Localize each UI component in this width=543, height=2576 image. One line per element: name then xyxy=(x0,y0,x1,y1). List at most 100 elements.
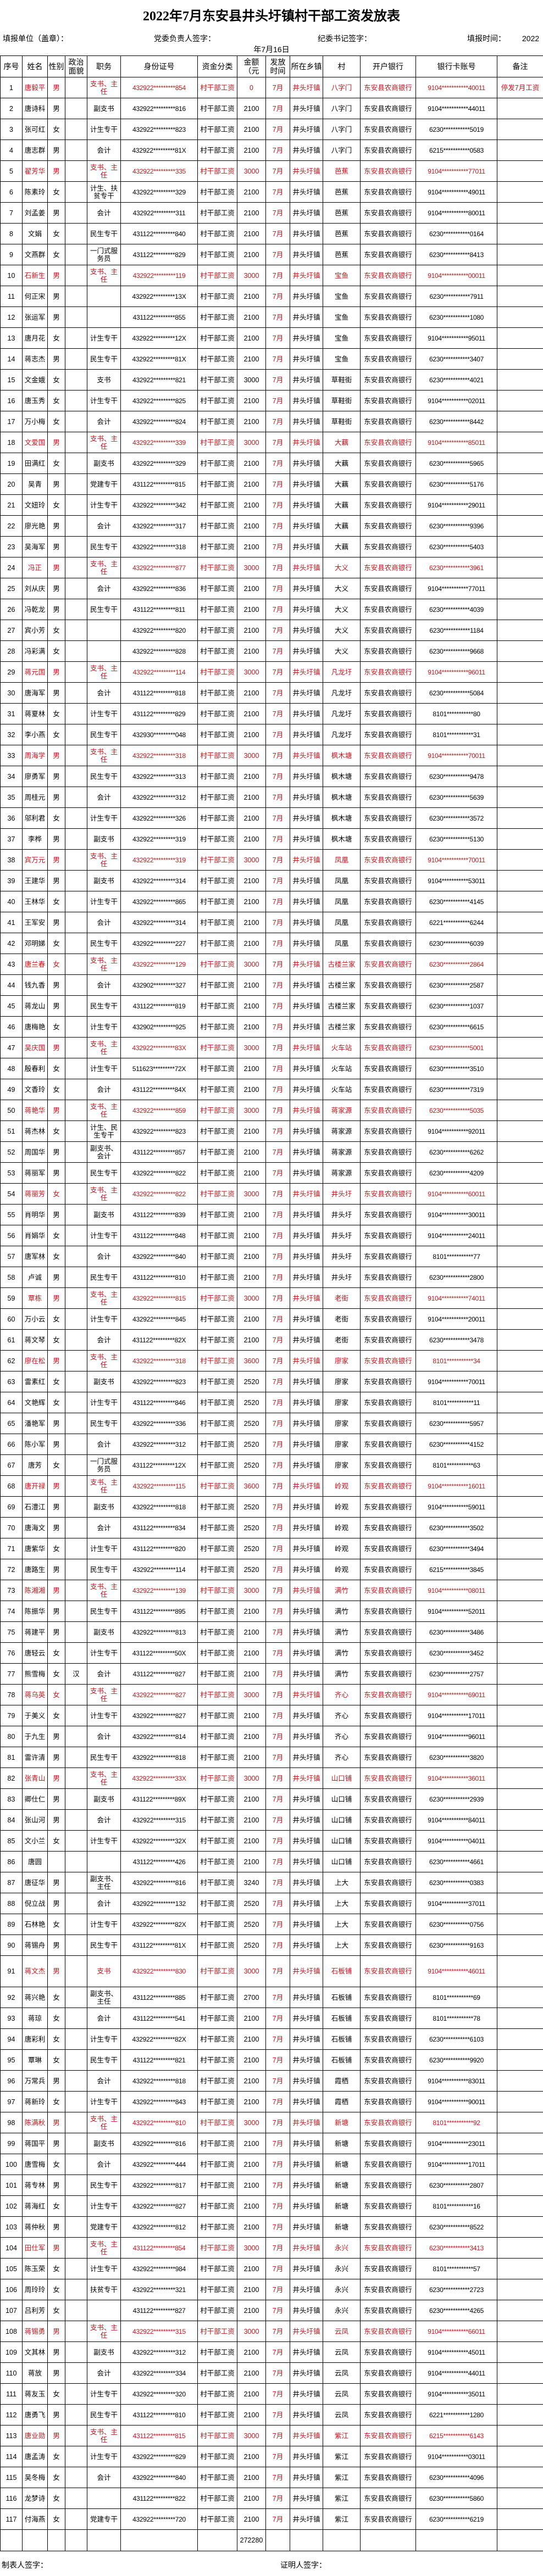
cell-bank: 东安县农商银行 xyxy=(360,954,416,975)
table-row: 42 邓明娣女民生专干 432922*********227 村干部工资 2100 7月井… xyxy=(0,933,543,954)
cell-gender: 女 xyxy=(47,640,65,662)
cell-no: 85 xyxy=(0,1830,23,1852)
cell-village: 枫木塘 xyxy=(323,807,361,829)
cell-name: 蒋乌英 xyxy=(22,1684,48,1705)
cell-role xyxy=(87,286,121,307)
table-row: 88 倪立战男会计 432922*********132 村干部工资 2520 7月 井头圩… xyxy=(0,1893,543,1914)
cell-id: 432922*********823 xyxy=(120,1120,198,1142)
cell-fund: 村干部工资 xyxy=(197,2467,237,2488)
cell-role: 副支书 xyxy=(87,1496,121,1518)
cell-town: 井头圩镇 xyxy=(290,1392,323,1413)
cell-month: 7月 xyxy=(265,411,290,432)
cell-id: 431122*********829 xyxy=(120,244,198,265)
cell-bank: 东安县农商银行 xyxy=(360,2383,416,2405)
cell-role: 民生专干 xyxy=(87,1267,121,1288)
cell-village: 山口铺 xyxy=(323,1809,361,1831)
cell-bank: 东安县农商银行 xyxy=(360,265,416,286)
cell-month: 7月 xyxy=(265,265,290,286)
cell-month: 7月 xyxy=(265,1767,290,1789)
cell-village: 大义 xyxy=(323,599,361,620)
cell-id: 431122*********885 xyxy=(120,1987,198,2008)
table-row: 69 石澧江男副支书 432922*********818 村干部工资 2520 7月 井头… xyxy=(0,1496,543,1518)
cell-gender: 男 xyxy=(47,1767,65,1789)
cell-no: 108 xyxy=(0,2321,23,2342)
cell-bank: 东安县农商银行 xyxy=(360,1204,416,1225)
cell-gender: 男 xyxy=(47,1267,65,1288)
cell-fund: 村干部工资 xyxy=(197,1767,237,1789)
cell-political xyxy=(65,807,87,829)
cell-political xyxy=(65,473,87,495)
cell-amount: 3000 xyxy=(237,2425,266,2446)
cell-political xyxy=(65,557,87,578)
cell-month: 7月 xyxy=(265,119,290,140)
table-row: 78 蒋乌英女支书、主任 432922*********827 村干部工资 3000 7月… xyxy=(0,1684,543,1705)
table-row: 89 石林艳女计生专干 432922*********82X 村干部工资 2520 7月井… xyxy=(0,1914,543,1935)
cell-village: 廖家 xyxy=(323,1434,361,1455)
cell-amount: 2100 xyxy=(237,2508,266,2530)
cell-town: 井头圩镇 xyxy=(290,2467,323,2488)
cell-amount: 2100 xyxy=(237,2008,266,2029)
cell-name: 廖光艳 xyxy=(22,515,48,537)
cell-town: 井头圩镇 xyxy=(290,2488,323,2509)
cell-note xyxy=(497,348,543,370)
cell-no: 41 xyxy=(0,912,23,933)
cell-note xyxy=(497,1684,543,1705)
cell-town: 井头圩镇 xyxy=(290,2404,323,2426)
cell-note xyxy=(497,1955,543,1987)
cell-fund: 村干部工资 xyxy=(197,1329,237,1351)
cell-political xyxy=(65,1434,87,1455)
cell-card: 9104***********04011 xyxy=(415,1830,497,1852)
cell-bank: 东安县农商银行 xyxy=(360,891,416,912)
cell-name: 雷素红 xyxy=(22,1371,48,1392)
cell-town: 井头圩镇 xyxy=(290,1663,323,1685)
cell-note xyxy=(497,1141,543,1163)
cell-name: 唐勇飞 xyxy=(22,2404,48,2426)
cell-id: 432922*********312 xyxy=(120,787,198,808)
cell-card: 6230***********0756 xyxy=(415,1914,497,1935)
table-row: 22 廖光艳男会计 432922*********317 村干部工资 2100 7月 井头圩… xyxy=(0,515,543,537)
cell-amount: 2100 xyxy=(237,1726,266,1747)
cell-name: 文其林 xyxy=(22,2341,48,2363)
cell-month: 7月 xyxy=(265,995,290,1017)
cell-card: 6230***********3478 xyxy=(415,1329,497,1351)
cell-note xyxy=(497,515,543,537)
cell-role: 会计 xyxy=(87,974,121,996)
cell-town: 井头圩镇 xyxy=(290,849,323,871)
cell-note xyxy=(497,1663,543,1685)
cell-note xyxy=(497,1329,543,1351)
cell-id: 432922*********813 xyxy=(120,1621,198,1643)
cell-village: 新塘 xyxy=(323,2112,361,2133)
table-row: 32 李小燕女民生专干 432930*********048 村干部工资 2100 7月井… xyxy=(0,724,543,745)
cell-id: 432922*********820 xyxy=(120,620,198,641)
cell-note xyxy=(497,2300,543,2321)
cell-town: 井头圩镇 xyxy=(290,974,323,996)
cell-village: 凤凰 xyxy=(323,933,361,954)
cell-political xyxy=(65,160,87,182)
cell-town: 井头圩镇 xyxy=(290,432,323,453)
cell-gender: 女 xyxy=(47,1120,65,1142)
cell-bank: 东安县农商银行 xyxy=(360,515,416,537)
cell-political xyxy=(65,432,87,453)
cell-town: 井头圩镇 xyxy=(290,1538,323,1559)
cell-name: 李桦 xyxy=(22,828,48,850)
cell-town: 井头圩镇 xyxy=(290,1517,323,1538)
cell-month: 7月 xyxy=(265,369,290,391)
cell-role: 计生专干 xyxy=(87,807,121,829)
cell-village: 井头圩 xyxy=(323,1246,361,1267)
cell-amount: 2100 xyxy=(237,1809,266,1831)
cell-town: 井头圩镇 xyxy=(290,244,323,265)
cell-amount: 3000 xyxy=(237,1767,266,1789)
cell-political xyxy=(65,620,87,641)
cell-amount: 2100 xyxy=(237,1663,266,1685)
cell-month: 7月 xyxy=(265,306,290,328)
cell-amount: 2100 xyxy=(237,828,266,850)
table-row: 105 陈玉荣女计生专干 432922*********984 村干部工资 2100 7月… xyxy=(0,2258,543,2279)
cell-month: 7月 xyxy=(265,1225,290,1246)
cell-amount: 2100 xyxy=(237,2404,266,2426)
cell-gender: 女 xyxy=(47,1663,65,1685)
cell-bank: 东安县农商银行 xyxy=(360,620,416,641)
cell-political xyxy=(65,244,87,265)
cell-fund: 村干部工资 xyxy=(197,2425,237,2446)
cell-id: 431122*********810 xyxy=(120,2404,198,2426)
cell-fund: 村干部工资 xyxy=(197,807,237,829)
